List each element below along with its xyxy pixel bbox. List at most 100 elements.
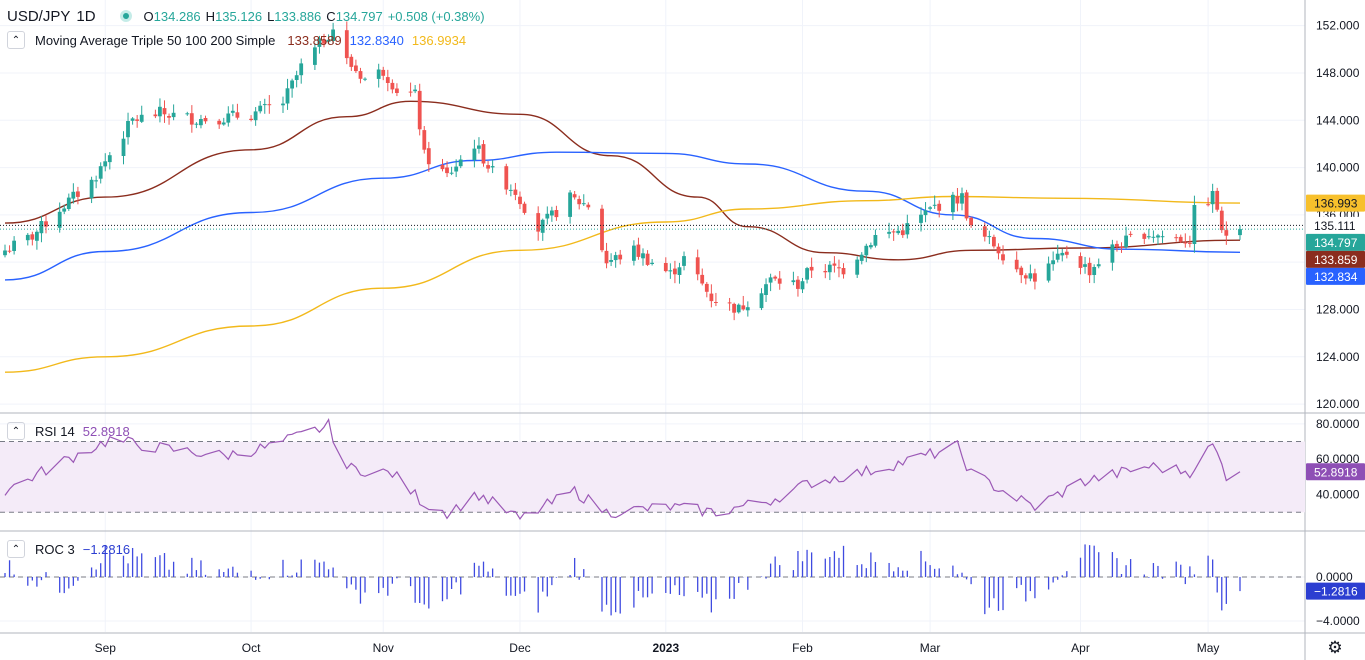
candle-body xyxy=(395,88,399,93)
candle-body xyxy=(996,246,1001,254)
candle-body xyxy=(1183,242,1188,244)
candle-body xyxy=(258,105,263,112)
candle-body xyxy=(98,166,103,179)
candle-body xyxy=(290,80,294,89)
candle-body xyxy=(385,77,390,83)
candle-body xyxy=(458,159,463,167)
candle-body xyxy=(153,114,158,117)
price-axis-tick-label: 144.000 xyxy=(1316,113,1360,127)
candle-body xyxy=(632,245,636,261)
time-axis-label: Apr xyxy=(1071,641,1090,655)
candle-body xyxy=(937,203,942,211)
candle-body xyxy=(253,111,258,121)
ma100-value: 132.8340 xyxy=(349,32,404,48)
time-axis-label: May xyxy=(1197,641,1220,655)
candle-body xyxy=(477,145,481,149)
price-badge xyxy=(1306,250,1365,268)
candle-body xyxy=(1219,210,1224,231)
interval-label[interactable]: 1D xyxy=(76,7,96,25)
candle-body xyxy=(39,221,44,234)
collapse-indicator-icon[interactable]: ⌃ xyxy=(7,422,25,440)
ma-legend: ⌃ Moving Average Triple 50 100 200 Simpl… xyxy=(7,31,466,49)
price-badge-label: 136.993 xyxy=(1314,197,1358,211)
rsi-axis-tick-label: 80.0000 xyxy=(1316,417,1360,431)
ma-title[interactable]: Moving Average Triple 50 100 200 Simple xyxy=(35,32,276,48)
candle-body xyxy=(982,226,987,237)
candle-body xyxy=(1174,237,1179,239)
candle-body xyxy=(1124,235,1128,247)
candle-body xyxy=(1128,233,1133,235)
candle-body xyxy=(641,253,645,259)
candle-body xyxy=(390,82,395,90)
candle-body xyxy=(66,197,71,209)
roc-value: −1.2816 xyxy=(82,541,131,557)
candle-body xyxy=(1019,267,1024,276)
time-axis-label: Mar xyxy=(920,641,941,655)
candle-body xyxy=(650,262,654,264)
candle-body xyxy=(422,130,427,150)
candle-body xyxy=(873,235,878,246)
rsi-legend: ⌃ RSI 14 52.8918 xyxy=(7,422,130,440)
ma-line-200 xyxy=(4,195,1241,373)
candle-body xyxy=(94,180,98,182)
candle-body xyxy=(609,260,613,262)
ohlc-low: L133.886 xyxy=(267,8,322,24)
roc-legend: ⌃ ROC 3 −1.2816 xyxy=(7,540,130,558)
candle-body xyxy=(171,112,176,118)
candle-body xyxy=(1215,190,1220,210)
candle-body xyxy=(486,165,490,169)
rsi-title[interactable]: RSI 14 xyxy=(35,423,75,439)
roc-bars-group xyxy=(4,544,1241,616)
candle-body xyxy=(76,191,80,197)
roc-badge xyxy=(1306,582,1365,600)
candle-body xyxy=(682,256,686,266)
roc-axis-tick-label: −4.0000 xyxy=(1316,614,1360,628)
ma50-value: 133.8589 xyxy=(287,32,342,48)
candle-body xyxy=(796,279,800,289)
candle-body xyxy=(987,236,992,238)
candle-body xyxy=(823,271,828,273)
candle-body xyxy=(281,103,285,106)
candle-body xyxy=(445,167,449,174)
candle-body xyxy=(768,277,773,283)
symbol-name[interactable]: USD/JPY xyxy=(7,7,71,25)
candle-body xyxy=(832,263,837,266)
candle-body xyxy=(408,91,413,93)
candle-body xyxy=(203,118,208,122)
candle-body xyxy=(317,38,322,47)
collapse-indicator-icon[interactable]: ⌃ xyxy=(7,540,25,558)
candle-body xyxy=(1206,204,1210,206)
candle-body xyxy=(126,121,130,138)
candle-body xyxy=(905,223,910,235)
candle-body xyxy=(313,47,317,65)
candle-body xyxy=(381,69,386,76)
roc-title[interactable]: ROC 3 xyxy=(35,541,75,557)
ohlc-close: C134.797 xyxy=(326,8,383,24)
candle-body xyxy=(550,210,554,216)
time-axis-label: Nov xyxy=(373,641,394,655)
candle-body xyxy=(677,267,682,275)
time-axis-label: Sep xyxy=(95,641,117,655)
candle-body xyxy=(1023,275,1028,279)
rsi-axis-tick-label: 40.0000 xyxy=(1316,488,1360,502)
candle-body xyxy=(777,278,782,284)
collapse-indicator-icon[interactable]: ⌃ xyxy=(7,31,25,49)
settings-gear-icon[interactable]: ⚙ xyxy=(1327,638,1343,657)
candle-body xyxy=(1096,264,1101,267)
candle-body xyxy=(1046,263,1051,281)
candle-body xyxy=(504,166,509,190)
candle-body xyxy=(363,78,367,80)
candle-body xyxy=(322,39,326,44)
candle-body xyxy=(194,123,199,125)
candle-body xyxy=(891,231,896,233)
candle-body xyxy=(618,254,623,260)
candle-body xyxy=(349,56,354,67)
candle-body xyxy=(1078,256,1083,268)
candle-body xyxy=(568,192,572,217)
candle-body xyxy=(167,116,171,118)
candle-body xyxy=(158,106,162,117)
candle-body xyxy=(951,194,955,213)
candle-body xyxy=(1083,264,1087,267)
candle-body xyxy=(1151,236,1156,238)
